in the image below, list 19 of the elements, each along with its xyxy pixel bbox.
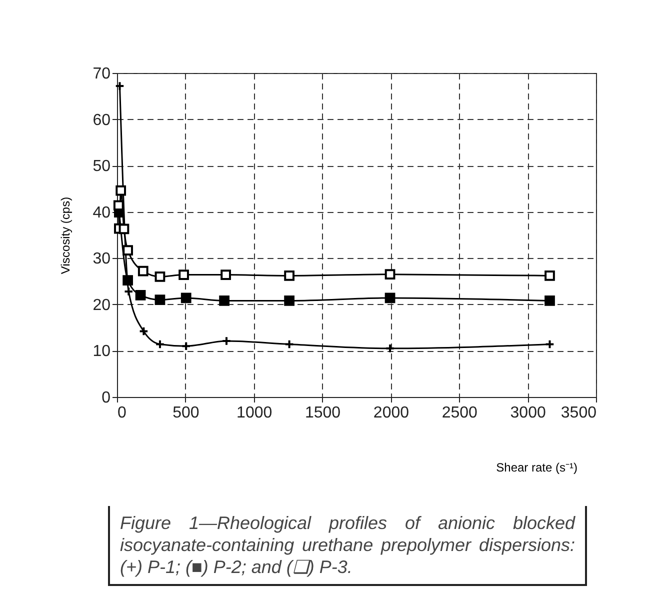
x-tick-label: 3000 xyxy=(510,404,546,422)
x-tick-label: 0 xyxy=(118,404,126,422)
x-tick-label: 2000 xyxy=(373,404,410,422)
y-axis-title: Viscosity (cps) xyxy=(58,196,73,274)
y-tick-label: 60 xyxy=(92,112,111,129)
y-tick-label: 0 xyxy=(102,390,111,406)
x-tick-label: 500 xyxy=(172,404,200,422)
y-tick-label: 10 xyxy=(92,343,111,360)
y-tick-label: 20 xyxy=(92,296,111,314)
x-tick-label: 1000 xyxy=(236,404,272,422)
x-tick-label: 1500 xyxy=(304,404,341,422)
x-tick-label: 2500 xyxy=(442,404,478,422)
y-tick-label: 70 xyxy=(92,66,111,82)
y-tick-label: 30 xyxy=(92,250,111,268)
y-tick-label: 40 xyxy=(92,204,111,222)
y-tick-label: 50 xyxy=(92,158,111,176)
caption: Figure 1—Rheological profiles of anionic blocked isocyanate-containing urethane prepolymer dispersions: (+) P-1; (■) P-2; and (❑) P-3. xyxy=(120,512,575,578)
x-axis-title: Shear rate (s⁻¹) xyxy=(496,460,578,474)
x-tick-label: 3500 xyxy=(560,404,597,422)
